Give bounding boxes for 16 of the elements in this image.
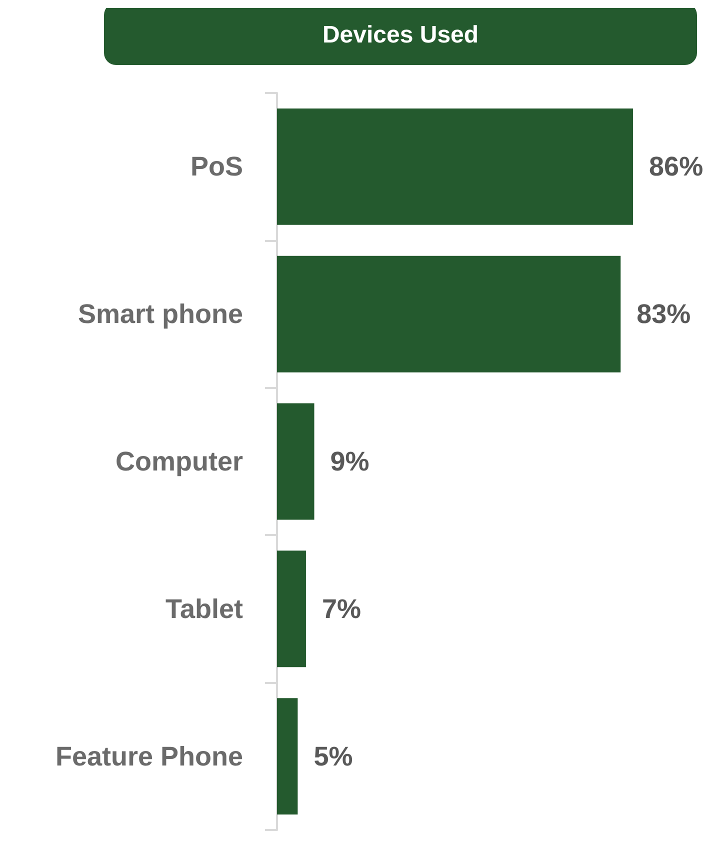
data-label: 86%	[649, 152, 704, 182]
bar	[277, 403, 314, 520]
y-tick-label: PoS	[190, 152, 243, 182]
data-label: 5%	[314, 741, 353, 772]
data-label: 7%	[322, 594, 362, 624]
bar	[277, 108, 634, 225]
bar	[277, 698, 298, 815]
y-tick-label: Smart phone	[78, 299, 243, 330]
y-tick-label: Feature Phone	[55, 741, 243, 772]
chart-title: Devices Used	[322, 22, 479, 48]
data-label: 9%	[330, 446, 370, 476]
data-label: 83%	[636, 299, 691, 330]
bar	[277, 550, 306, 668]
y-tick-label: Computer	[116, 446, 244, 476]
bar	[277, 256, 621, 372]
y-tick-label: Tablet	[165, 594, 243, 624]
